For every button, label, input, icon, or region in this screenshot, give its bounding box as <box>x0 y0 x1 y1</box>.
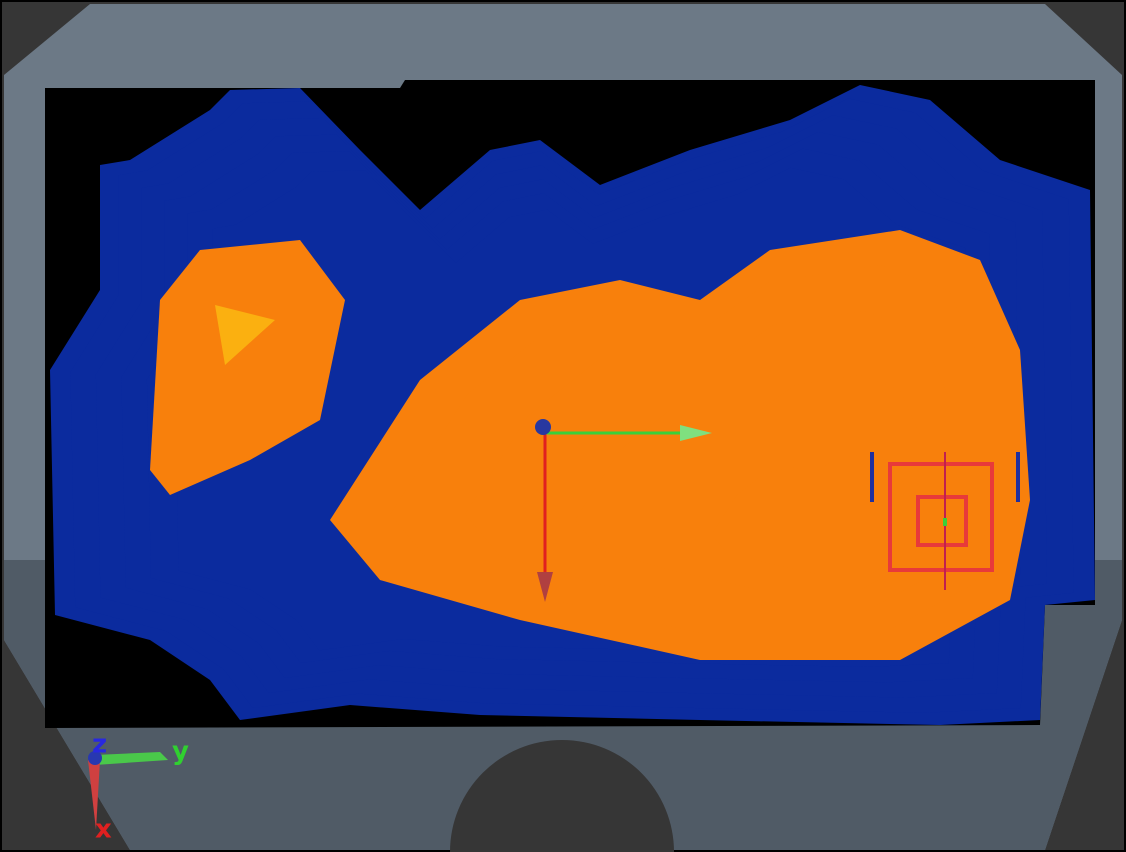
axis-label: z <box>92 730 107 760</box>
heatmap <box>50 85 1095 725</box>
gizmo-origin[interactable] <box>535 419 551 435</box>
axis-label: y <box>172 737 189 767</box>
axis-z-dot <box>88 751 102 765</box>
gizmo-x-arrow[interactable] <box>537 572 553 602</box>
axes-indicator: z y x <box>88 730 189 845</box>
marker-outer <box>888 462 994 572</box>
axis-y-arrow <box>95 752 168 765</box>
axis-x-arrow <box>88 760 100 830</box>
axis-label: x <box>95 815 112 845</box>
gizmo-y-arrow[interactable] <box>680 425 712 441</box>
frame-cutout <box>450 740 674 852</box>
marker-inner <box>916 495 968 547</box>
selection-markers <box>870 452 1020 590</box>
contour-band <box>150 240 345 495</box>
transform-gizmo[interactable] <box>535 419 712 602</box>
marker-center <box>943 518 947 526</box>
contour-band <box>215 305 275 365</box>
